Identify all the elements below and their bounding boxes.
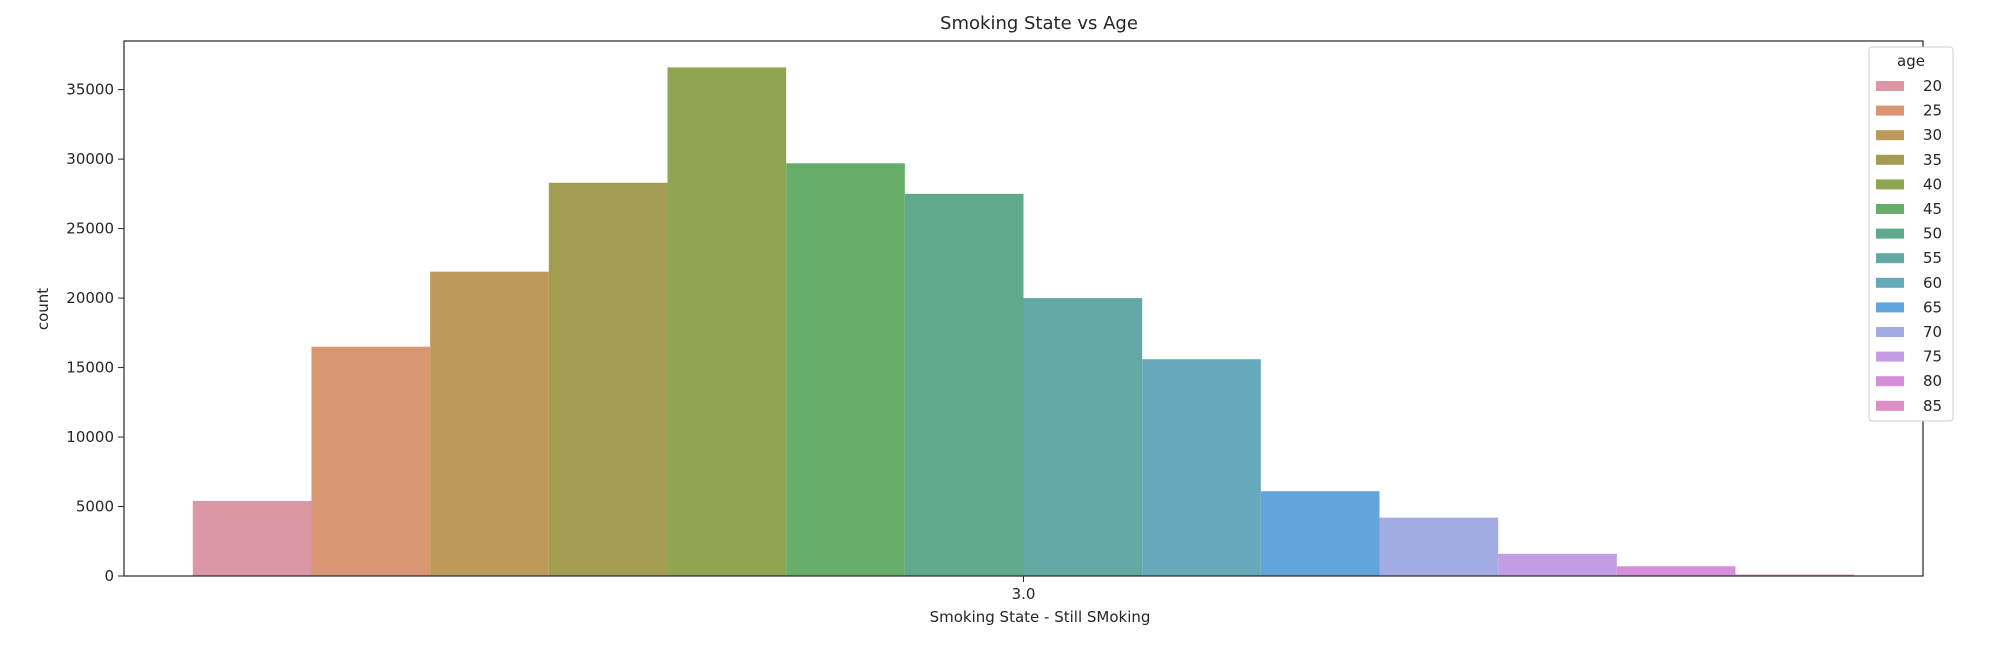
legend-label-20: 20 (1923, 77, 1942, 95)
y-tick-label: 10000 (66, 428, 114, 446)
bar-age-80 (1616, 566, 1736, 576)
legend-swatch-80 (1876, 376, 1904, 387)
legend-label-45: 45 (1923, 200, 1942, 218)
bar-age-50 (904, 193, 1024, 577)
legend-swatch-65 (1876, 302, 1904, 313)
bar-age-25 (311, 346, 431, 576)
x-ticks: 3.0 (1012, 576, 1036, 603)
x-axis-label: Smoking State - Still SMoking (930, 608, 1151, 626)
legend-label-35: 35 (1923, 151, 1942, 169)
legend-swatch-35 (1876, 154, 1904, 165)
bar-age-85 (1735, 574, 1855, 576)
legend-label-70: 70 (1923, 323, 1942, 341)
legend-swatch-60 (1876, 277, 1904, 288)
bar-age-30 (430, 271, 549, 576)
x-tick-label: 3.0 (1012, 585, 1036, 603)
legend-swatch-20 (1876, 81, 1904, 91)
legend-swatch-30 (1876, 130, 1904, 141)
legend-swatch-85 (1876, 400, 1904, 411)
y-tick-label: 30000 (66, 150, 114, 168)
legend-label-65: 65 (1923, 298, 1942, 316)
y-tick-label: 5000 (76, 498, 114, 516)
legend-label-40: 40 (1923, 175, 1942, 193)
bar-age-40 (667, 67, 787, 577)
legend-swatch-50 (1876, 228, 1904, 239)
legend-swatch-75 (1876, 351, 1904, 362)
y-tick-label: 20000 (66, 289, 114, 307)
legend-swatch-55 (1876, 253, 1904, 264)
legend-swatch-70 (1876, 327, 1904, 337)
bar-age-60 (1142, 359, 1261, 576)
legend: age 20 25 30 35 40 45 50 55 60 65 70 75 80 85 (1868, 46, 1954, 422)
bar-age-70 (1379, 517, 1499, 576)
bar-age-75 (1498, 553, 1617, 576)
legend-swatch-25 (1876, 105, 1904, 116)
bar-age-45 (786, 163, 905, 577)
legend-title: age (1897, 52, 1925, 70)
chart-title: Smoking State vs Age (940, 13, 1138, 34)
legend-swatch-45 (1876, 204, 1904, 214)
legend-label-30: 30 (1923, 126, 1942, 144)
legend-label-80: 80 (1923, 372, 1942, 390)
y-tick-label: 0 (104, 567, 114, 585)
y-tick-label: 25000 (66, 220, 114, 238)
legend-items: 20 25 30 35 40 45 50 55 60 65 70 75 80 85 (1876, 77, 1942, 415)
legend-label-55: 55 (1923, 249, 1942, 267)
legend-swatch-40 (1876, 179, 1904, 190)
bar-age-20 (192, 500, 312, 576)
legend-label-25: 25 (1923, 102, 1942, 120)
bars-group (192, 67, 1855, 577)
bar-age-35 (548, 182, 668, 577)
y-axis-label: count (34, 288, 52, 330)
bar-age-65 (1260, 491, 1380, 576)
legend-label-75: 75 (1923, 348, 1942, 366)
legend-label-85: 85 (1923, 397, 1942, 415)
y-ticks: 0 5000 10000 15000 20000 25000 30000 35000 (66, 81, 124, 585)
y-tick-label: 35000 (66, 81, 114, 99)
legend-label-50: 50 (1923, 225, 1942, 243)
bar-age-55 (1023, 298, 1143, 576)
y-tick-label: 15000 (66, 359, 114, 377)
legend-label-60: 60 (1923, 274, 1942, 292)
